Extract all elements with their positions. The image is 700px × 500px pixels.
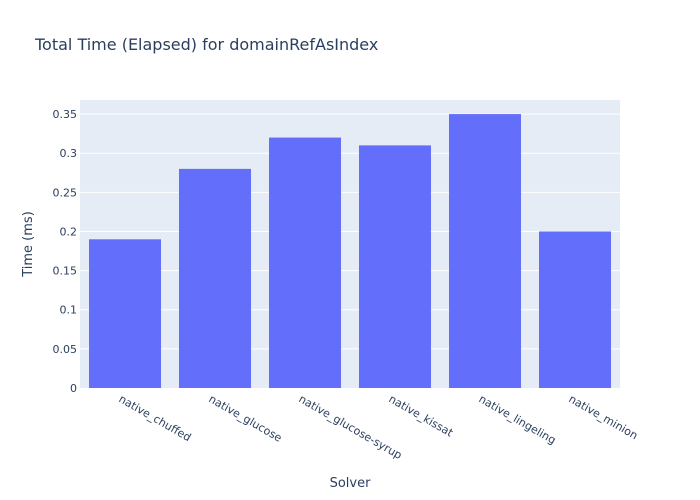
bar-native_chuffed[interactable] bbox=[89, 239, 161, 388]
bar-native_kissat[interactable] bbox=[359, 145, 431, 388]
y-tick-label: 0.3 bbox=[60, 147, 78, 160]
y-axis-title: Time (ms) bbox=[21, 211, 36, 278]
y-tick-label: 0.35 bbox=[53, 108, 78, 121]
bar-native_lingeling[interactable] bbox=[449, 114, 521, 388]
bar-native_minion[interactable] bbox=[539, 231, 611, 388]
plot-area bbox=[80, 100, 620, 388]
x-tick-label: native_chuffed bbox=[117, 392, 194, 444]
x-tick-label: native_lingeling bbox=[477, 392, 559, 447]
x-tick-label: native_minion bbox=[567, 392, 641, 442]
y-tick-label: 0.1 bbox=[60, 304, 78, 317]
bar-native_glucose-syrup[interactable] bbox=[269, 137, 341, 388]
y-tick-label: 0.15 bbox=[53, 265, 78, 278]
y-tick-label: 0 bbox=[70, 382, 77, 395]
y-tick-label: 0.25 bbox=[53, 186, 78, 199]
gridlines bbox=[80, 113, 620, 350]
y-axis-ticks: 0 0.05 0.1 0.15 0.2 0.25 0.3 0.35 bbox=[53, 108, 78, 395]
y-tick-label: 0.05 bbox=[53, 343, 78, 356]
y-tick-label: 0.2 bbox=[60, 225, 78, 238]
x-axis-ticks: native_chuffed native_glucose native_gluco… bbox=[117, 392, 641, 462]
x-axis-title: Solver bbox=[330, 476, 372, 491]
x-tick-label: native_kissat bbox=[387, 392, 456, 440]
bars bbox=[89, 114, 611, 388]
chart-title: Total Time (Elapsed) for domainRefAsInde… bbox=[34, 35, 378, 54]
x-tick-label: native_glucose bbox=[207, 392, 285, 444]
bar-native_glucose[interactable] bbox=[179, 168, 251, 388]
